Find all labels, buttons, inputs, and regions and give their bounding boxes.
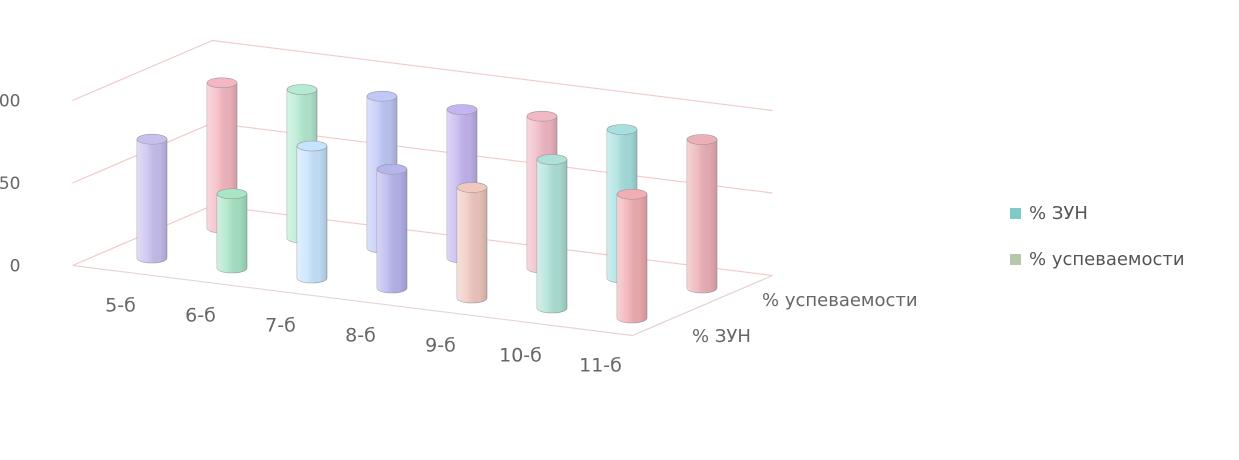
y-tick-label: 50 (0, 174, 21, 194)
legend-item-usp: % успеваемости (1010, 246, 1185, 272)
x-tick-label: 11-б (579, 355, 622, 377)
depth-axis-ticks: % успеваемости % ЗУН (692, 290, 918, 347)
bar-zun-0-top (136, 133, 168, 145)
bar-zun-4-top (456, 182, 488, 193)
x-axis-ticks: 5-б 6-б 7-б 8-б 9-б 10-б 11-б (105, 295, 622, 377)
floor-front-edge (72, 264, 633, 337)
legend-swatch-usp (1010, 253, 1021, 265)
bar-zun-4 (456, 182, 488, 304)
bar-zun-5 (536, 154, 568, 314)
series-front-bars (136, 133, 648, 324)
bar-usp-6-shade (687, 139, 717, 293)
y-tick-label: 0 (10, 257, 21, 277)
bar-zun-5-top (536, 154, 568, 165)
bar-usp-1-top (286, 84, 318, 95)
bar-zun-2-top (296, 140, 328, 152)
bar-zun-6 (616, 188, 648, 324)
bar-zun-3-top (376, 163, 408, 175)
legend-label-zun: % ЗУН (1029, 202, 1088, 224)
bar-usp-6 (686, 134, 718, 294)
bar-usp-4-top (526, 110, 558, 122)
bar-zun-4-shade (457, 187, 487, 303)
x-tick-label: 5-б (105, 295, 136, 317)
bar-zun-1-top (216, 188, 248, 200)
floor-right-edge (632, 274, 773, 337)
x-tick-label: 10-б (499, 345, 542, 367)
bar-zun-2-shade (297, 146, 327, 283)
gridline-50 (72, 122, 773, 194)
x-tick-label: 6-б (185, 305, 216, 327)
bar-zun-6-shade (617, 194, 647, 323)
y-tick-label: 100 (0, 92, 21, 112)
legend: % ЗУН % успеваемости (1010, 200, 1185, 292)
bar-zun-0 (136, 133, 168, 264)
bar-usp-5-top (606, 124, 638, 135)
bar-zun-1-shade (217, 193, 247, 273)
x-tick-label: 7-б (265, 315, 296, 337)
gridline-0 (72, 204, 773, 277)
gridline-100 (72, 39, 773, 112)
bar-zun-0-shade (137, 139, 167, 263)
x-tick-label: 8-б (345, 325, 376, 347)
gridlines (72, 39, 773, 337)
depth-tick-label: % ЗУН (692, 326, 751, 347)
bar-usp-3-top (446, 104, 478, 115)
bar-zun-5-shade (537, 159, 567, 313)
y-axis-ticks: 0 50 100 (0, 92, 21, 277)
depth-tick-label: % успеваемости (762, 290, 918, 311)
x-tick-label: 9-б (425, 335, 456, 357)
bar-zun-2 (296, 140, 328, 284)
bar-usp-0-top (206, 77, 238, 89)
legend-label-usp: % успеваемости (1029, 248, 1185, 270)
legend-swatch-zun (1010, 207, 1021, 219)
bar-zun-3-shade (377, 169, 407, 293)
bar-zun-6-top (616, 188, 648, 200)
bar-usp-2-top (366, 90, 398, 102)
bar-usp-6-top (686, 134, 718, 145)
bar-zun-3 (376, 163, 408, 294)
bar-zun-1 (216, 188, 248, 274)
legend-item-zun: % ЗУН (1010, 200, 1185, 226)
